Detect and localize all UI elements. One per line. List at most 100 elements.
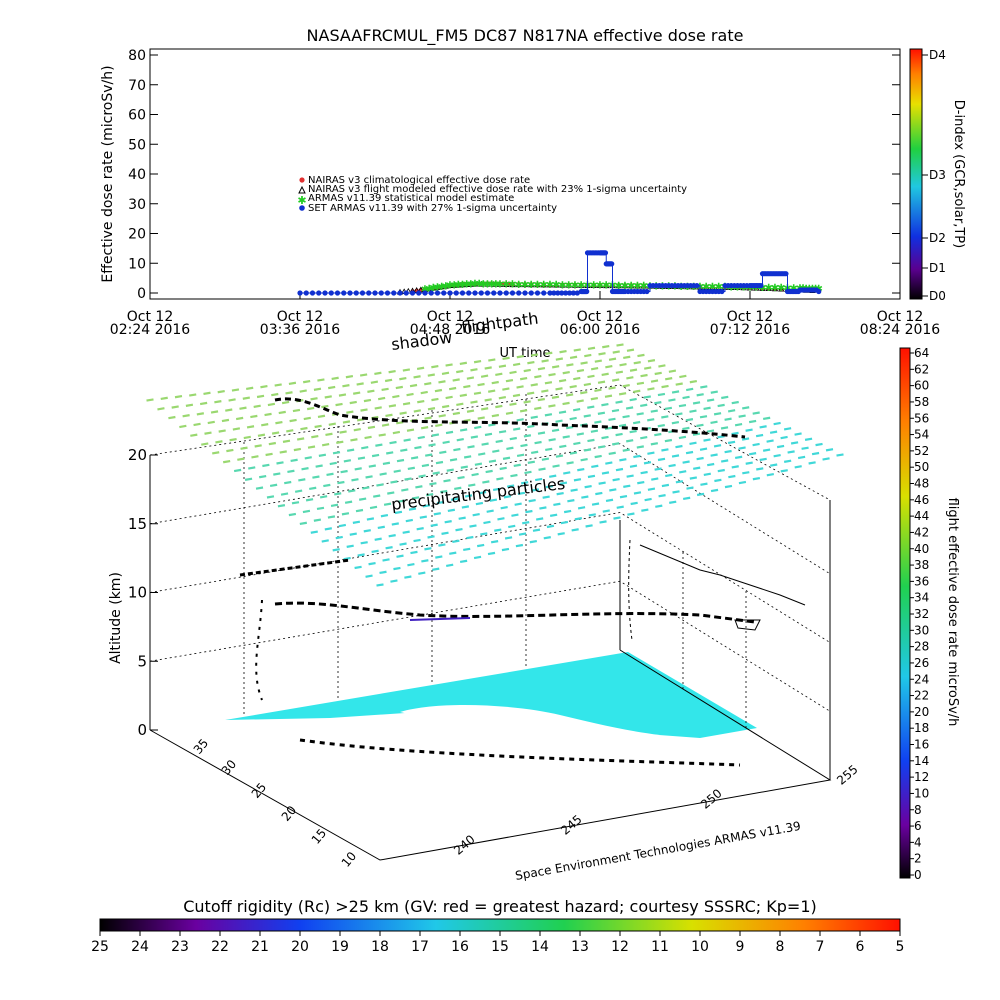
top-x-tick-date: Oct 12 xyxy=(427,309,473,325)
particle-dash xyxy=(466,409,475,413)
series-point-armas-model: ✱ xyxy=(546,280,554,291)
altitude-axis: 0 5 10 15 20 xyxy=(128,446,158,739)
legend-marker-armas-model: ✱ xyxy=(297,194,306,207)
particle-dash xyxy=(319,495,328,499)
series-point-set-armas xyxy=(570,290,577,296)
series-point-set-armas xyxy=(428,290,434,296)
particle-dash xyxy=(393,566,401,571)
particle-dash xyxy=(450,497,459,501)
series-point-nairas-clim xyxy=(472,281,478,286)
particle-dash xyxy=(248,466,256,470)
particle-dash xyxy=(594,420,602,424)
particle-dash xyxy=(530,450,539,455)
top-x-tick-date: Oct 12 xyxy=(877,309,923,325)
particle-dash xyxy=(242,396,251,400)
particle-dash xyxy=(640,435,648,440)
particle-dash xyxy=(611,408,620,413)
particle-dash xyxy=(217,389,225,394)
particle-dash xyxy=(566,461,574,465)
particle-dash xyxy=(291,501,300,505)
particle-dash xyxy=(452,539,460,544)
particle-dash xyxy=(696,423,704,428)
particle-dash xyxy=(734,455,743,460)
particle-dash xyxy=(360,408,368,412)
particle-dash xyxy=(338,523,347,528)
particle-dash xyxy=(403,438,411,442)
particle-dash xyxy=(421,463,430,468)
particle-dash xyxy=(408,507,417,511)
flight-track-segment xyxy=(639,544,806,606)
particle-dash xyxy=(658,494,666,498)
particle-dash xyxy=(356,382,364,386)
particle-dash xyxy=(190,433,198,437)
ascent-line xyxy=(628,539,633,641)
particle-dash xyxy=(258,474,267,479)
particle-dash xyxy=(535,517,544,521)
particle-dash xyxy=(246,386,254,391)
series-point-nairas-clim xyxy=(704,284,709,289)
particle-dash xyxy=(368,561,376,566)
particle-dash xyxy=(348,489,356,493)
particle-dash xyxy=(665,377,673,381)
particle-dash xyxy=(611,442,620,446)
particle-dash xyxy=(494,528,502,532)
particle-dash xyxy=(650,409,658,413)
series-point-set-armas xyxy=(466,290,472,296)
flight-path-climb xyxy=(239,558,351,577)
particle-dash xyxy=(415,485,423,489)
particle-dash xyxy=(576,368,585,373)
particle-dash xyxy=(555,387,563,391)
series-point-set-armas xyxy=(403,290,409,296)
particle-dash xyxy=(375,443,383,447)
particle-dash xyxy=(484,366,492,370)
particle-dash xyxy=(661,384,669,389)
particle-dash xyxy=(196,412,205,416)
particle-dash xyxy=(668,398,676,402)
particle-dash xyxy=(399,542,407,546)
particle-dash xyxy=(463,547,471,552)
particle-dash xyxy=(601,435,609,440)
particle-dash xyxy=(381,423,390,427)
particle-dash xyxy=(273,472,281,476)
particle-dash xyxy=(583,382,592,387)
particle-dash xyxy=(268,441,277,446)
cutoff-colorbar-ticks: 25 24 23 22 21 20 19 18 17 16 15 14 13 12 11 10 9 8 7 6 5 xyxy=(91,931,904,955)
dose-tick-label: 6 xyxy=(914,819,922,833)
particle-dash xyxy=(484,432,493,437)
particle-dash xyxy=(174,394,183,399)
particle-dash xyxy=(597,380,606,384)
particle-dash xyxy=(650,442,659,446)
particle-dash xyxy=(328,385,336,390)
particle-dash xyxy=(221,418,230,423)
particle-dash xyxy=(703,406,711,411)
particle-dash xyxy=(598,352,606,356)
particle-dash xyxy=(675,412,683,416)
particle-dash xyxy=(470,435,479,439)
particle-dash xyxy=(794,432,802,436)
particle-dash xyxy=(613,516,621,520)
series-point-nairas-flight xyxy=(534,281,541,288)
series-point-nairas-clim xyxy=(497,281,503,286)
particle-dash xyxy=(587,474,596,479)
particle-dash xyxy=(304,456,312,460)
particle-dash xyxy=(731,400,739,405)
particle-dash xyxy=(541,457,550,461)
series-point-nairas-clim xyxy=(772,286,778,291)
particle-dash xyxy=(724,484,733,489)
particle-dash xyxy=(745,461,753,465)
particle-dash xyxy=(435,423,443,427)
dindex-tick-label: D2 xyxy=(929,231,946,245)
series-point-armas-model: ✱ xyxy=(527,280,535,291)
series-point-nairas-flight xyxy=(434,284,441,290)
particle-dash xyxy=(580,458,588,462)
particle-dash xyxy=(146,398,154,402)
series-point-nairas-clim xyxy=(597,282,603,288)
particle-dash xyxy=(748,452,757,456)
particle-dash xyxy=(505,411,514,415)
particle-dash xyxy=(519,409,528,413)
particle-dash xyxy=(625,406,634,410)
series-point-nairas-flight xyxy=(634,282,641,289)
particle-dash xyxy=(244,477,253,481)
particle-dash xyxy=(298,478,306,482)
particle-dash xyxy=(783,459,792,463)
